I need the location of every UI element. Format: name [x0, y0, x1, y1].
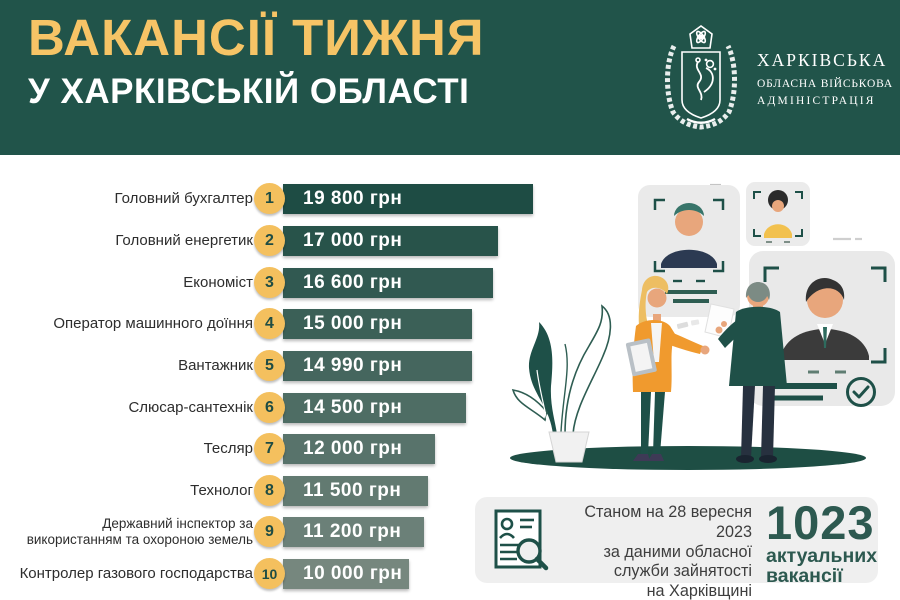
date-line: служби зайнятості — [613, 562, 752, 581]
rank-badge: 8 — [254, 475, 285, 506]
resume-search-icon — [494, 509, 549, 571]
vacancy-row: Вантажник 5 14 990 грн — [0, 350, 900, 381]
org-name-line3: АДМІНІСТРАЦІЯ — [757, 95, 876, 107]
vacancy-row: Слюсар-сантехнік 6 14 500 грн — [0, 392, 900, 423]
coat-of-arms-icon — [664, 25, 738, 130]
salary-value: 19 800 грн — [303, 188, 403, 209]
salary-value: 12 000 грн — [303, 438, 403, 459]
date-line: на Харківщині — [646, 582, 752, 600]
salary-value: 17 000 грн — [303, 230, 403, 251]
vacancy-count-number: 1023 — [766, 496, 875, 549]
vacancy-count-caption2: вакансії — [766, 565, 843, 588]
vacancy-row: Економіст 3 16 600 грн — [0, 267, 900, 298]
vacancy-row: Державний інспектор за використанням та … — [0, 516, 900, 547]
org-name-line2: ОБЛАСНА ВІЙСЬКОВА — [757, 78, 893, 90]
vacancy-label: Державний інспектор за використанням та … — [26, 516, 253, 547]
woman-figure — [625, 275, 710, 461]
salary-bar: 11 500 грн — [283, 476, 428, 506]
recruitment-illustration — [510, 182, 895, 470]
vacancy-row: Контролер газового господарства 10 10 00… — [0, 558, 900, 589]
clipboard — [625, 338, 657, 377]
vacancy-row: Тесляр 7 12 000 грн — [0, 433, 900, 464]
rank-badge: 1 — [254, 183, 285, 214]
man-figure — [704, 282, 787, 463]
data-source-text: Станом на 28 вересня 2023 за даними обла… — [560, 503, 752, 600]
vacancy-label: Головний енергетик — [115, 232, 253, 250]
vacancy-row: Оператор машинного доїння 4 15 000 грн — [0, 308, 900, 339]
salary-value: 14 990 грн — [303, 355, 403, 376]
salary-value: 10 000 грн — [303, 563, 403, 584]
summary-box: Станом на 28 вересня 2023 за даними обла… — [475, 497, 878, 600]
vacancy-label: Економіст — [183, 274, 253, 292]
rank-badge: 10 — [254, 558, 285, 589]
salary-bar: 15 000 грн — [283, 309, 472, 339]
salary-value: 11 500 грн — [303, 480, 402, 501]
profile-card-woman — [746, 182, 810, 246]
frame-corners-icon — [753, 191, 803, 237]
vacancy-label: Тесляр — [203, 440, 253, 458]
rank-badge: 4 — [254, 308, 285, 339]
vacancy-row: Технолог 8 11 500 грн — [0, 475, 900, 506]
vacancy-row: Головний енергетик 2 17 000 грн — [0, 225, 900, 256]
vacancy-label: Вантажник — [178, 357, 253, 375]
rank-badge: 7 — [254, 433, 285, 464]
date-line: Станом на 28 вересня 2023 — [584, 503, 752, 541]
salary-bar: 14 500 грн — [283, 393, 466, 423]
ground-shadow — [510, 446, 866, 470]
rank-badge: 3 — [254, 267, 285, 298]
organization-name: ХАРКІВСЬКА ОБЛАСНА ВІЙСЬКОВА АДМІНІСТРАЦ… — [757, 50, 893, 107]
rank-badge: 9 — [254, 516, 285, 547]
salary-bar: 12 000 грн — [283, 434, 435, 464]
salary-bar: 10 000 грн — [283, 559, 409, 589]
check-icon — [846, 377, 876, 407]
vacancy-count: 1023 актуальних вакансії — [766, 499, 877, 587]
plant — [511, 304, 612, 463]
page-subtitle: У ХАРКІВСЬКІЙ ОБЛАСТІ — [28, 72, 470, 111]
paper-dashes-icon — [676, 319, 700, 329]
vacancy-row: Головний бухгалтер 1 19 800 грн — [0, 183, 900, 214]
vacancy-count-caption1: актуальних — [766, 545, 878, 567]
salary-value: 11 200 грн — [303, 521, 402, 542]
vacancy-label: Оператор машинного доїння — [53, 315, 253, 333]
rank-badge: 5 — [254, 350, 285, 381]
rank-badge: 2 — [254, 225, 285, 256]
salary-value: 16 600 грн — [303, 272, 403, 293]
header-banner: ВАКАНСІЇ ТИЖНЯ У ХАРКІВСЬКІЙ ОБЛАСТІ — [0, 0, 900, 155]
salary-bar: 16 600 грн — [283, 268, 493, 298]
salary-bar: 19 800 грн — [283, 184, 533, 214]
salary-bar: 11 200 грн — [283, 517, 424, 547]
salary-bar: 17 000 грн — [283, 226, 498, 256]
frame-corners-icon — [653, 198, 725, 273]
vacancy-label: Слюсар-сантехнік — [128, 399, 253, 417]
vacancy-label: Технолог — [190, 482, 253, 500]
salary-bar: 14 990 грн — [283, 351, 472, 381]
page-title: ВАКАНСІЇ ТИЖНЯ — [28, 9, 485, 66]
vacancy-label: Контролер газового господарства — [19, 565, 253, 583]
vacancy-label: Головний бухгалтер — [114, 190, 253, 208]
org-name-line1: ХАРКІВСЬКА — [757, 50, 888, 70]
salary-value: 15 000 грн — [303, 313, 403, 334]
salary-value: 14 500 грн — [303, 397, 403, 418]
date-line: за даними обласної — [603, 542, 752, 561]
rank-badge: 6 — [254, 392, 285, 423]
